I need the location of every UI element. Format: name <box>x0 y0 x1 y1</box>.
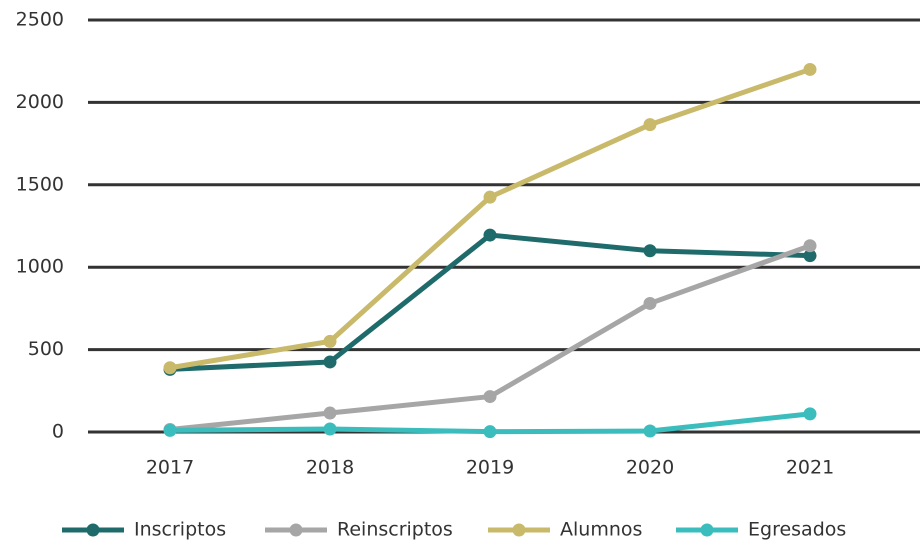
y-tick-label: 500 <box>28 338 64 360</box>
y-tick-label: 1000 <box>16 256 64 278</box>
y-tick-label: 0 <box>52 421 64 443</box>
data-point <box>483 190 497 204</box>
legend-label: Alumnos <box>560 519 642 541</box>
data-point <box>643 244 657 258</box>
data-point <box>643 424 657 438</box>
y-tick-label: 2000 <box>16 91 64 113</box>
data-point <box>163 361 177 375</box>
data-point <box>803 239 817 253</box>
x-tick-label: 2019 <box>466 457 514 479</box>
data-point <box>803 407 817 421</box>
series-line <box>169 67 811 371</box>
legend-marker <box>700 523 714 537</box>
legend-label: Egresados <box>748 519 846 541</box>
x-tick-label: 2021 <box>786 457 834 479</box>
data-point <box>643 296 657 310</box>
data-point <box>803 249 817 263</box>
legend-label: Reinscriptos <box>337 519 453 541</box>
data-point <box>163 423 177 437</box>
data-point <box>323 406 337 420</box>
legend-marker <box>512 523 526 537</box>
data-point <box>483 228 497 242</box>
legend-marker <box>86 523 100 537</box>
data-point <box>643 118 657 132</box>
legend-label: Inscriptos <box>134 519 226 541</box>
data-point <box>323 422 337 436</box>
x-tick-label: 2017 <box>146 457 194 479</box>
data-point <box>483 390 497 404</box>
data-point <box>323 334 337 348</box>
y-tick-label: 1500 <box>16 173 64 195</box>
x-tick-label: 2020 <box>626 457 674 479</box>
legend-marker <box>289 523 303 537</box>
x-tick-label: 2018 <box>306 457 354 479</box>
data-point <box>323 355 337 369</box>
y-tick-label: 2500 <box>16 9 64 31</box>
data-point <box>483 425 497 439</box>
data-point <box>803 62 817 76</box>
